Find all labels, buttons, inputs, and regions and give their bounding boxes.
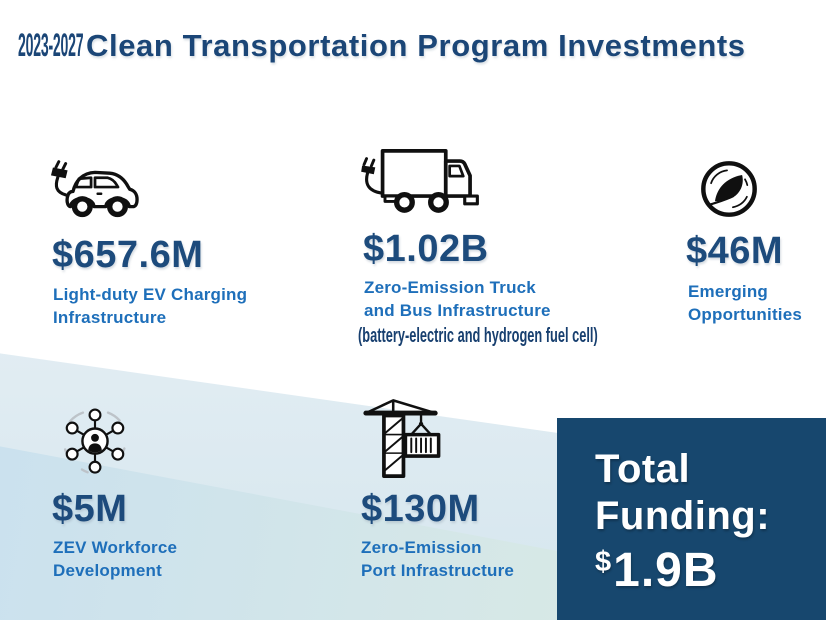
investment-label: Light-duty EV Charging Infrastructure <box>53 285 248 328</box>
header-period: 2023-2027 <box>18 27 84 63</box>
total-funding-label: Total Funding: <box>595 447 771 539</box>
investment-card-port: $130M Zero-Emission Port Infrastructure <box>356 396 556 601</box>
total-currency-symbol: $ <box>595 546 613 578</box>
port-crane-container-icon <box>358 396 446 480</box>
total-funding-amount: $1.9B <box>595 543 719 598</box>
investment-label: Zero-Emission Port Infrastructure <box>361 538 515 581</box>
leaf-coin-icon <box>698 158 760 220</box>
investment-amount: $5M <box>52 488 128 530</box>
total-funding-box: Total Funding: $1.9B <box>557 418 826 620</box>
ev-car-charging-icon <box>50 158 140 222</box>
investment-card-emerging-opportunities: $46M Emerging Opportunities <box>686 150 826 345</box>
electric-box-truck-icon <box>360 146 480 216</box>
investment-label: Emerging Opportunities <box>688 282 803 325</box>
investment-amount: $1.02B <box>363 228 489 270</box>
investment-amount: $657.6M <box>52 234 204 276</box>
investment-card-ev-charging: $657.6M Light-duty EV Charging Infrastru… <box>50 150 340 345</box>
investment-label: Zero-Emission Truck and Bus Infrastructu… <box>364 278 551 321</box>
investment-card-zev-workforce: $5M ZEV Workforce Development <box>50 396 340 601</box>
page-title: Clean Transportation Program Investments <box>86 28 746 63</box>
investment-amount: $130M <box>361 488 480 530</box>
investment-sublabel: (battery-electric and hydrogen fuel cell… <box>358 325 598 347</box>
total-amount-value: 1.9B <box>613 544 719 597</box>
investment-card-truck-bus: $1.02B Zero-Emission Truck and Bus Infra… <box>358 140 672 360</box>
investment-label: ZEV Workforce Development <box>53 538 178 581</box>
workforce-network-icon <box>54 400 136 484</box>
investment-amount: $46M <box>686 230 784 272</box>
